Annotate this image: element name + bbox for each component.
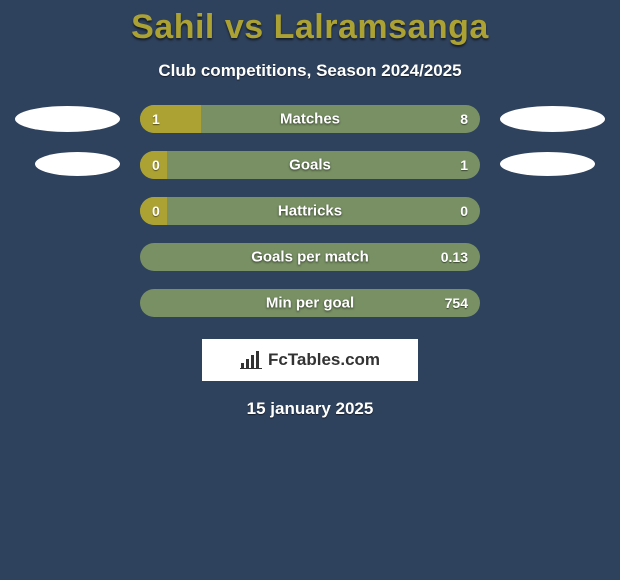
stat-row: Goals per match 0.13 (0, 243, 620, 271)
stat-bar-hattricks: 0 Hattricks 0 (140, 197, 480, 225)
bar-chart-icon (240, 351, 262, 369)
stat-bar-goals: 0 Goals 1 (140, 151, 480, 179)
stat-bar-matches: 1 Matches 8 (140, 105, 480, 133)
bar-value-right: 754 (445, 295, 468, 311)
subtitle: Club competitions, Season 2024/2025 (0, 61, 620, 81)
bar-value-right: 0 (460, 203, 468, 219)
stat-bar-gpm: Goals per match 0.13 (140, 243, 480, 271)
bar-value-right: 0.13 (441, 249, 468, 265)
stat-bar-mpg: Min per goal 754 (140, 289, 480, 317)
avatar-left-team (35, 152, 120, 176)
bar-label: Matches (280, 111, 340, 128)
bar-value-left: 0 (152, 157, 160, 173)
stat-row: 1 Matches 8 (0, 105, 620, 133)
bar-value-right: 1 (460, 157, 468, 173)
brand-box: FcTables.com (202, 339, 418, 381)
stat-rows: 1 Matches 8 0 Goals 1 0 (0, 105, 620, 317)
avatar-spacer (15, 290, 120, 316)
avatar-spacer (500, 198, 605, 224)
avatar-spacer (15, 152, 120, 178)
brand-text: FcTables.com (268, 350, 380, 370)
infographic-container: Sahil vs Lalramsanga Club competitions, … (0, 0, 620, 580)
avatar-left-player (15, 106, 120, 132)
avatar-spacer (15, 198, 120, 224)
avatar-right-team (500, 152, 595, 176)
avatar-spacer (500, 152, 605, 178)
bar-label: Hattricks (278, 203, 342, 220)
bar-label: Goals (289, 157, 331, 174)
stat-row: 0 Hattricks 0 (0, 197, 620, 225)
page-title: Sahil vs Lalramsanga (0, 0, 620, 47)
avatar-spacer (500, 290, 605, 316)
bar-fill-left (140, 105, 201, 133)
avatar-right-player (500, 106, 605, 132)
bar-value-left: 1 (152, 111, 160, 127)
bar-value-left: 0 (152, 203, 160, 219)
bar-label: Goals per match (251, 249, 369, 266)
bar-label: Min per goal (266, 295, 354, 312)
footer-date: 15 january 2025 (0, 399, 620, 419)
stat-row: Min per goal 754 (0, 289, 620, 317)
avatar-spacer (15, 244, 120, 270)
stat-row: 0 Goals 1 (0, 151, 620, 179)
bar-value-right: 8 (460, 111, 468, 127)
avatar-spacer (500, 244, 605, 270)
